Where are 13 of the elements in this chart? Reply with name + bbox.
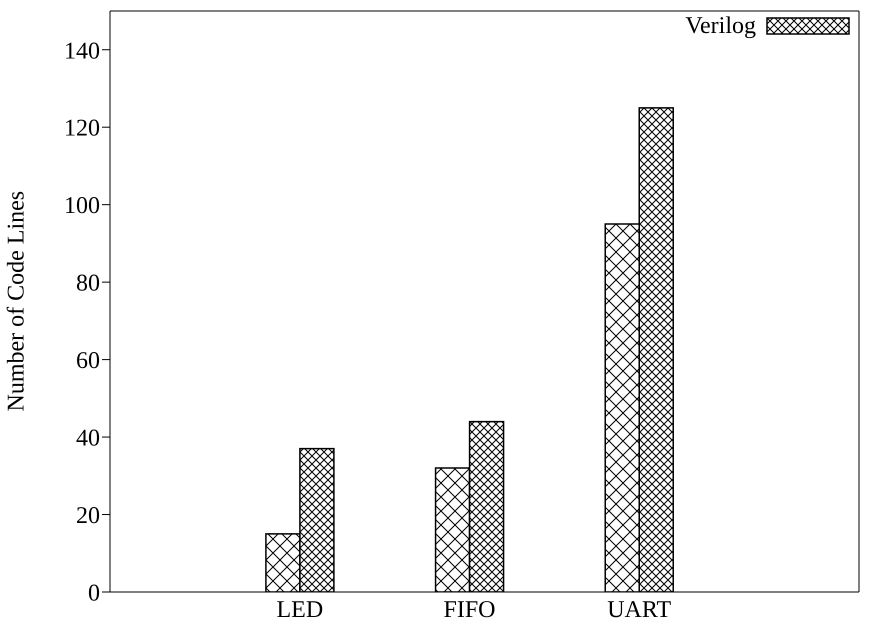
- y-tick-label: 40: [76, 426, 100, 452]
- y-axis-title: Number of Code Lines: [4, 190, 30, 412]
- x-tick-label: LED: [276, 597, 324, 624]
- y-tick-label: 20: [76, 503, 100, 530]
- y-tick-label: 100: [64, 193, 100, 220]
- x-tick-label: FIFO: [443, 597, 496, 624]
- y-tick-label: 0: [88, 580, 100, 607]
- y-tick-label: 120: [64, 116, 100, 142]
- y-tick-label: 60: [76, 348, 100, 374]
- legend-label: Verilog: [685, 12, 756, 40]
- y-tick-label: 80: [76, 270, 100, 297]
- x-tick-label: UART: [607, 597, 672, 624]
- y-tick-label: 140: [64, 38, 100, 64]
